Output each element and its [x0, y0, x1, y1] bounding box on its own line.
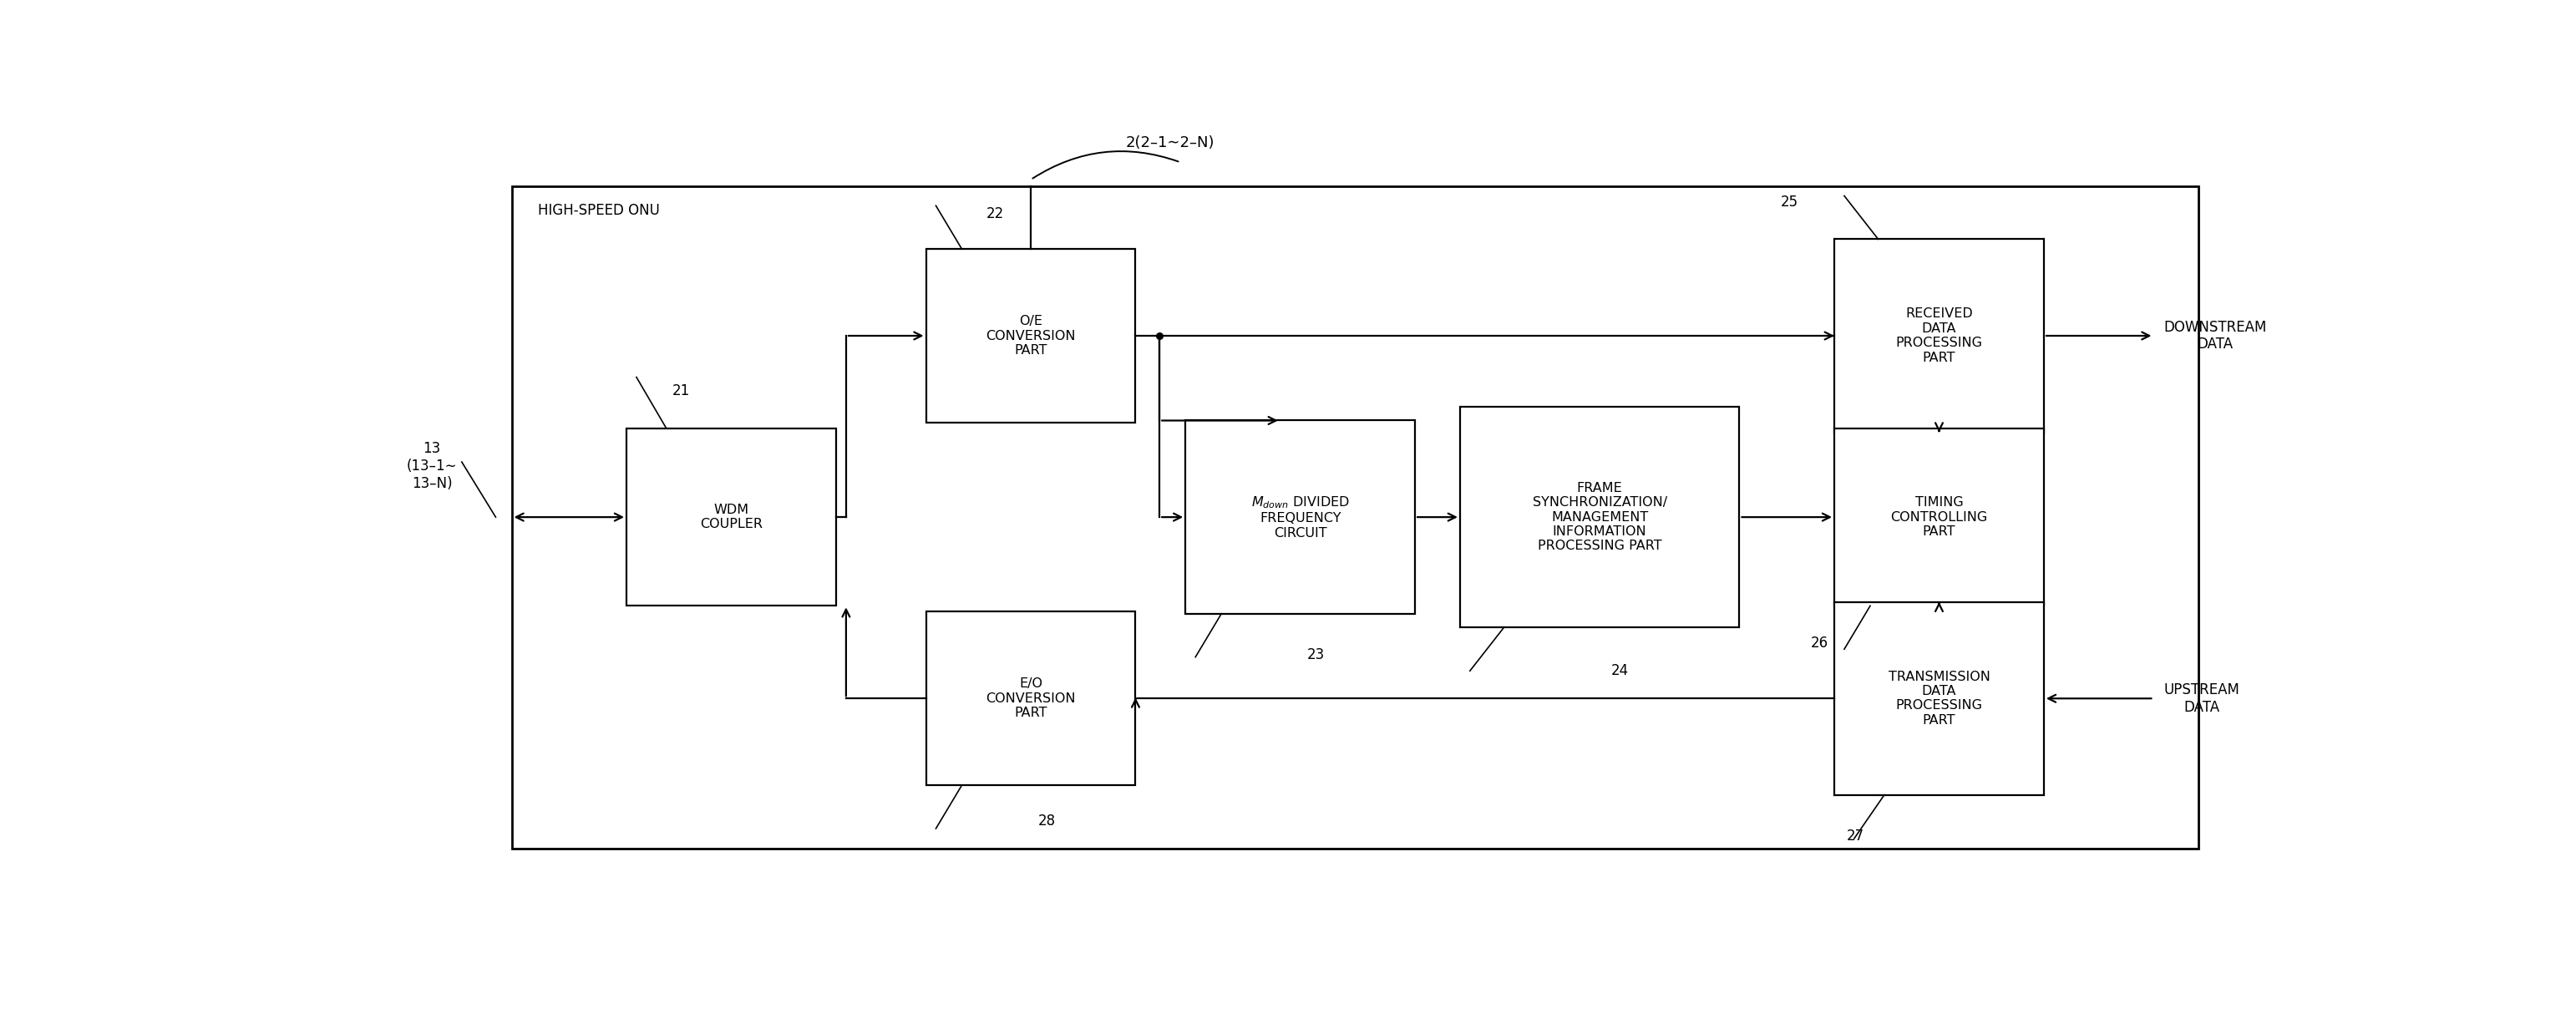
Bar [1461, 407, 1739, 628]
Text: TIMING
CONTROLLING
PART: TIMING CONTROLLING PART [1891, 497, 1989, 538]
Bar [1834, 428, 2043, 606]
Text: HIGH-SPEED ONU: HIGH-SPEED ONU [538, 204, 659, 218]
Text: 22: 22 [987, 206, 1005, 221]
Bar [925, 249, 1136, 423]
Text: $M_{down}$ DIVIDED
FREQUENCY
CIRCUIT: $M_{down}$ DIVIDED FREQUENCY CIRCUIT [1252, 495, 1350, 540]
Text: 2(2–1∼2–N): 2(2–1∼2–N) [1126, 135, 1216, 151]
Text: UPSTREAM
DATA: UPSTREAM DATA [2164, 682, 2239, 715]
Bar [626, 428, 837, 606]
Text: FRAME
SYNCHRONIZATION/
MANAGEMENT
INFORMATION
PROCESSING PART: FRAME SYNCHRONIZATION/ MANAGEMENT INFORM… [1533, 481, 1667, 553]
Text: E/O
CONVERSION
PART: E/O CONVERSION PART [987, 678, 1077, 719]
Text: O/E
CONVERSION
PART: O/E CONVERSION PART [987, 315, 1077, 356]
Bar [925, 611, 1136, 785]
Bar [513, 186, 2197, 848]
Text: 26: 26 [1811, 636, 1829, 651]
Text: 13
(13–1∼
13–N): 13 (13–1∼ 13–N) [407, 441, 456, 490]
Text: 28: 28 [1038, 813, 1056, 828]
Bar [1185, 421, 1414, 613]
Text: 27: 27 [1847, 829, 1865, 844]
Text: DOWNSTREAM
DATA: DOWNSTREAM DATA [2164, 319, 2267, 352]
Text: 21: 21 [672, 383, 690, 398]
Text: RECEIVED
DATA
PROCESSING
PART: RECEIVED DATA PROCESSING PART [1896, 307, 1984, 364]
Text: 25: 25 [1780, 195, 1798, 209]
Bar [1834, 240, 2043, 432]
Text: TRANSMISSION
DATA
PROCESSING
PART: TRANSMISSION DATA PROCESSING PART [1888, 671, 1991, 727]
Bar [1834, 602, 2043, 795]
Text: 24: 24 [1610, 664, 1628, 678]
Text: 23: 23 [1309, 647, 1324, 663]
Text: WDM
COUPLER: WDM COUPLER [701, 504, 762, 530]
